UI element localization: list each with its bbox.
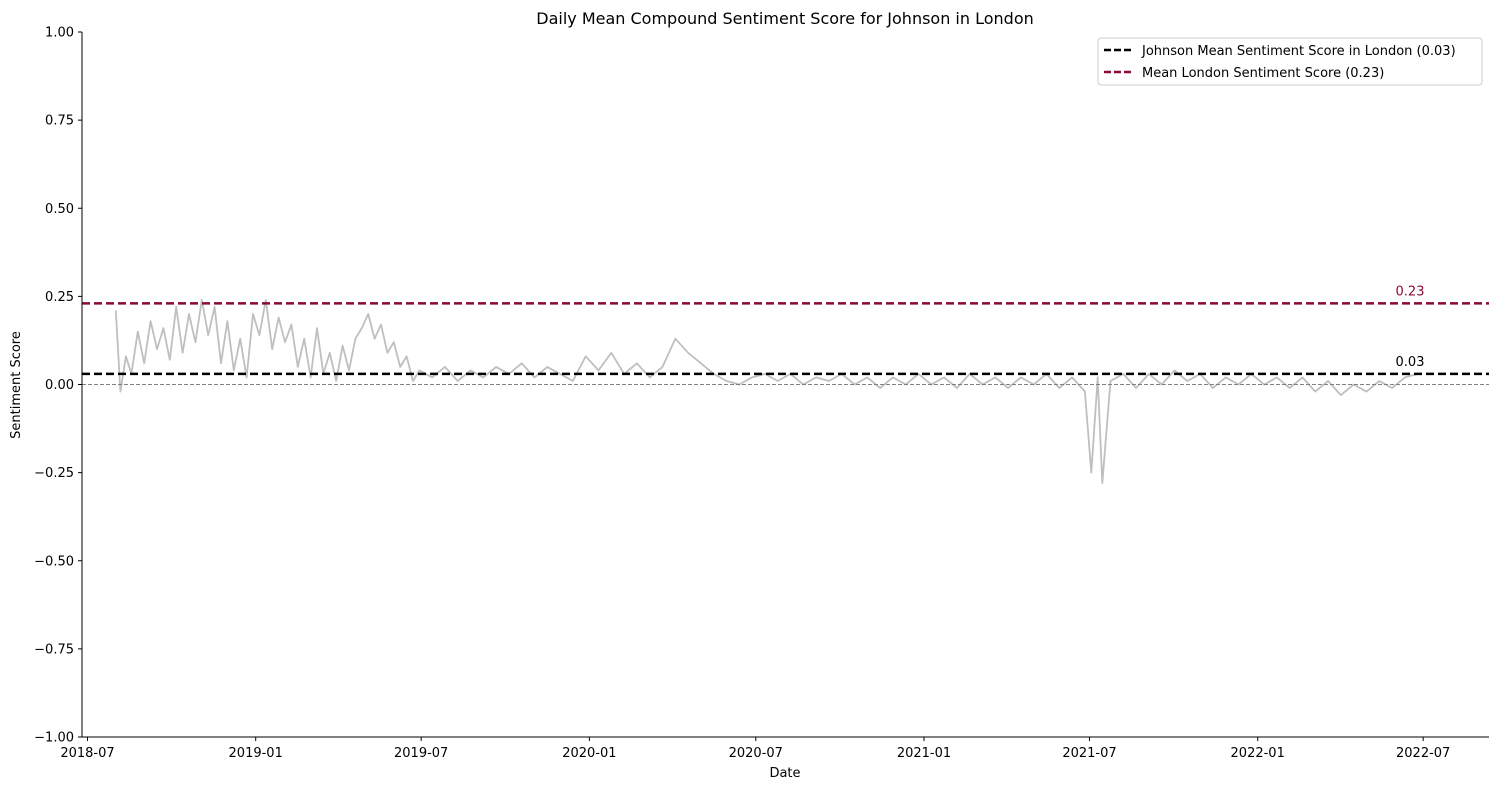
x-tick-label: 2020-01 (562, 746, 616, 761)
y-tick-label: 0.50 (45, 202, 74, 217)
y-axis-ticks: −1.00 −0.75 −0.50 −0.25 0.00 0.25 0.50 0.75 1.00 (34, 26, 82, 746)
y-tick-label: −0.25 (34, 466, 74, 481)
series-line-0 (114, 298, 1418, 485)
y-tick-label: 0.75 (45, 114, 74, 129)
y-tick-label: −0.75 (34, 642, 74, 657)
x-axis-ticks: 2018-07 2019-01 2019-07 2020-01 2020-07 2021-… (60, 737, 1450, 761)
legend-box (1097, 37, 1483, 86)
x-tick-label: 2019-01 (229, 746, 283, 761)
y-tick-label: 1.00 (45, 26, 74, 41)
x-tick-label: 2021-07 (1062, 746, 1116, 761)
reference-label-1: 0.23 (1396, 284, 1425, 299)
x-tick-label: 2022-01 (1231, 746, 1285, 761)
chart-title: Daily Mean Compound Sentiment Score for … (536, 9, 1034, 28)
y-tick-label: 0.25 (45, 290, 74, 305)
reference-label-0: 0.03 (1396, 355, 1425, 370)
x-tick-label: 2018-07 (60, 746, 114, 761)
x-tick-label: 2022-07 (1396, 746, 1450, 761)
legend-label-london-mean: Mean London Sentiment Score (0.23) (1142, 66, 1384, 81)
legend-label-johnson-mean: Johnson Mean Sentiment Score in London (… (1141, 44, 1456, 59)
x-tick-label: 2019-07 (394, 746, 448, 761)
y-tick-label: 0.00 (45, 378, 74, 393)
legend: Johnson Mean Sentiment Score in London (… (1097, 37, 1483, 86)
x-axis-title: Date (769, 766, 800, 781)
plot-area: 0.03 0.23 (82, 284, 1489, 485)
y-axis-title: Sentiment Score (9, 331, 24, 439)
y-tick-label: −1.00 (34, 731, 74, 746)
x-tick-label: 2021-01 (897, 746, 951, 761)
y-tick-label: −0.50 (34, 554, 74, 569)
x-tick-label: 2020-07 (729, 746, 783, 761)
